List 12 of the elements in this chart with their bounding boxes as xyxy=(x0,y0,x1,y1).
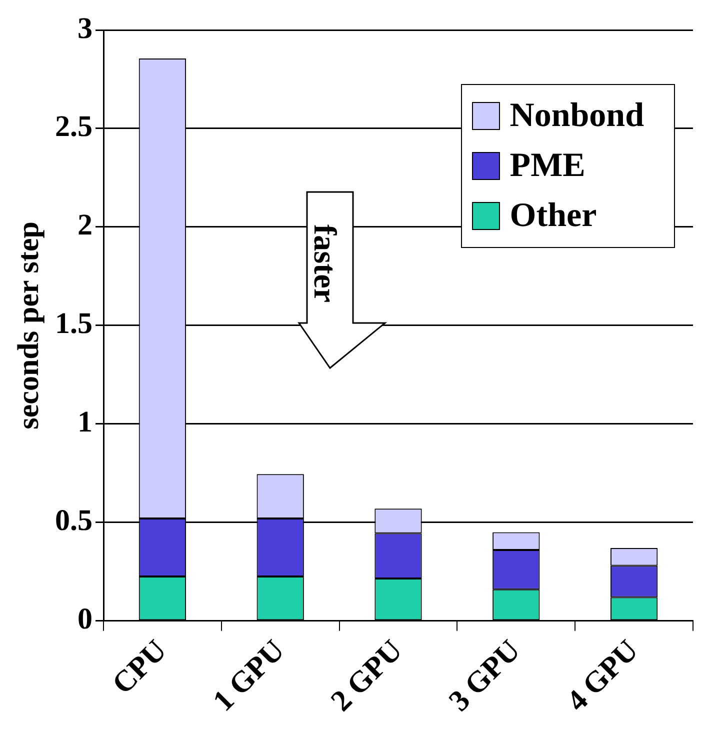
y-tick-label: 2 xyxy=(78,208,92,242)
annotation: faster xyxy=(306,224,344,302)
y-axis-title: seconds per step xyxy=(12,222,45,430)
y-tick-label: 3 xyxy=(78,12,92,45)
y-tick-label: 0.5 xyxy=(55,504,92,538)
y-tick-label: 2.5 xyxy=(55,110,92,144)
legend-label: PME xyxy=(510,147,586,185)
y-tick-label: 0 xyxy=(78,602,92,636)
legend-label: Nonbond xyxy=(510,97,644,135)
legend-label: Other xyxy=(510,197,597,235)
y-tick-label: 1.5 xyxy=(55,307,92,340)
y-tick-label: 1 xyxy=(78,406,92,439)
